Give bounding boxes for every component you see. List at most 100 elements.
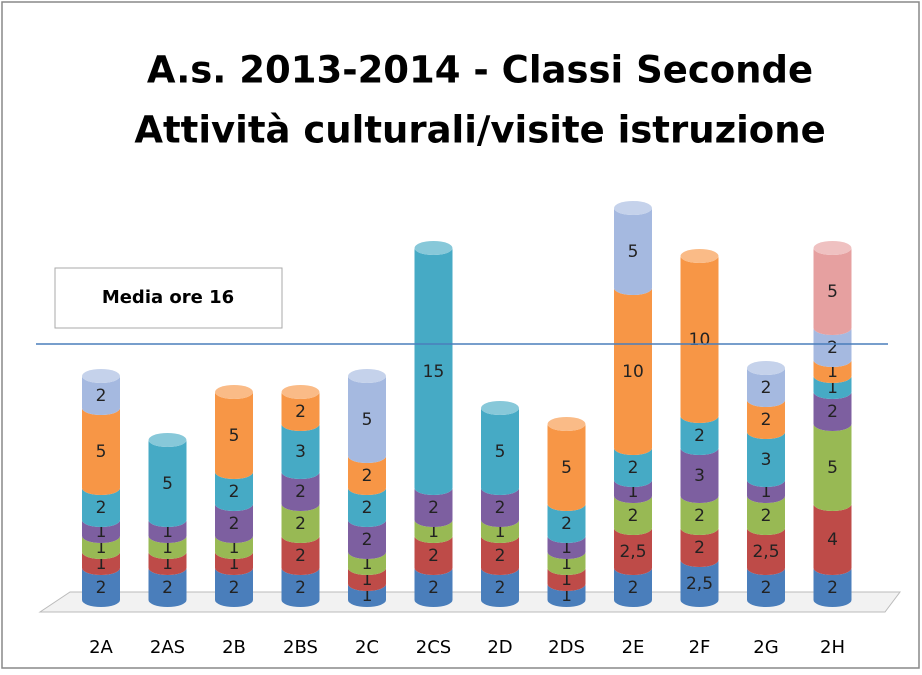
bar-segment xyxy=(547,536,586,559)
bar-segment xyxy=(614,528,652,575)
bar-segment xyxy=(614,288,652,455)
data-label: 1 xyxy=(561,554,572,574)
data-label: 2 xyxy=(96,578,107,598)
bar-segment xyxy=(148,536,187,559)
data-label: 5 xyxy=(561,458,572,478)
data-label: 1 xyxy=(229,554,240,574)
bar-segment xyxy=(82,552,120,575)
bar-cap xyxy=(281,385,320,399)
x-tick-label: 2CS xyxy=(416,637,451,658)
bar-segment xyxy=(813,328,852,367)
data-label: 2 xyxy=(295,402,306,422)
bar-segment xyxy=(414,520,453,544)
bar-segment xyxy=(215,504,253,543)
bar-segment xyxy=(813,360,852,383)
data-label: 5 xyxy=(827,458,838,478)
bars: 2111252211152112252222321112225221215221… xyxy=(82,201,852,607)
bar-segment xyxy=(747,368,785,407)
data-label: 2 xyxy=(295,546,306,566)
bar-segment xyxy=(680,256,719,423)
x-tick-label: 2E xyxy=(622,637,645,658)
data-label: 2 xyxy=(827,578,838,598)
data-label: 5 xyxy=(229,426,240,446)
data-label: 1 xyxy=(96,538,107,558)
bar-segment xyxy=(348,488,386,527)
data-label: 5 xyxy=(96,442,107,462)
x-tick-label: 2F xyxy=(689,637,711,658)
data-label: 2 xyxy=(827,338,838,358)
data-label: 2 xyxy=(295,482,306,502)
bar-segment xyxy=(481,568,519,607)
bar-segment xyxy=(614,568,652,607)
bar-segment xyxy=(348,552,386,575)
x-tick-label: 2A xyxy=(89,637,113,658)
x-tick-label: 2H xyxy=(820,637,845,658)
bar-segment xyxy=(148,568,187,607)
data-label: 2 xyxy=(694,538,705,558)
x-tick-label: 2B xyxy=(222,637,246,658)
bar-cap xyxy=(82,369,120,383)
data-label: 1 xyxy=(495,522,506,542)
data-label: 2 xyxy=(761,506,772,526)
bar-segment xyxy=(813,376,852,400)
bar-segment xyxy=(813,504,852,575)
data-label: 1 xyxy=(362,554,373,574)
bar-segment xyxy=(281,472,320,511)
data-label: 2 xyxy=(495,498,506,518)
data-label: 2 xyxy=(229,482,240,502)
data-label: 2 xyxy=(162,578,173,598)
data-label: 1 xyxy=(561,586,572,606)
data-label: 2 xyxy=(362,466,373,486)
bar-segment xyxy=(747,528,785,575)
data-label: 1 xyxy=(96,554,107,574)
bar-segment xyxy=(348,584,386,607)
data-label: 1 xyxy=(162,538,173,558)
bar-cap xyxy=(215,385,253,399)
data-label: 2 xyxy=(96,498,107,518)
data-label: 1 xyxy=(761,482,772,502)
data-label: 2 xyxy=(229,514,240,534)
data-label: 2 xyxy=(295,578,306,598)
bar-segment xyxy=(680,496,719,535)
data-label: 1 xyxy=(229,538,240,558)
data-label: 1 xyxy=(561,570,572,590)
bar-segment xyxy=(481,536,519,575)
data-label: 2,5 xyxy=(752,542,779,562)
data-label: 1 xyxy=(96,522,107,542)
bar-cap xyxy=(680,249,719,263)
bar-segment xyxy=(281,536,320,575)
bar-segment xyxy=(680,416,719,455)
data-label: 1 xyxy=(827,378,838,398)
bar-cap xyxy=(481,401,519,415)
bar-segment xyxy=(813,424,852,511)
bar-segment xyxy=(348,568,386,591)
data-label: 2 xyxy=(694,506,705,526)
x-tick-label: 2C xyxy=(355,637,379,658)
annotation-box xyxy=(54,267,283,329)
data-label: 1 xyxy=(162,554,173,574)
bar-segment xyxy=(481,488,519,527)
data-label: 15 xyxy=(423,362,445,382)
data-label: 5 xyxy=(628,242,639,262)
data-label: 1 xyxy=(362,586,373,606)
data-label: 2 xyxy=(628,506,639,526)
data-label: 1 xyxy=(827,362,838,382)
data-label: 2,5 xyxy=(619,542,646,562)
bar-cap xyxy=(614,201,652,215)
data-label: 2 xyxy=(827,402,838,422)
bar-segment xyxy=(547,568,586,591)
chart-title: A.s. 2013-2014 - Classi Seconde xyxy=(147,49,813,92)
data-label: 2 xyxy=(628,458,639,478)
bar-segment xyxy=(547,584,586,607)
bar-segment xyxy=(813,392,852,431)
data-label: 2 xyxy=(495,546,506,566)
bar-segment xyxy=(547,552,586,575)
bar-cap xyxy=(414,241,453,255)
bar-cap xyxy=(547,417,586,431)
bar-segment xyxy=(614,208,652,295)
bar-cap xyxy=(747,361,785,375)
bar-segment xyxy=(481,520,519,543)
bar-segment xyxy=(414,248,453,495)
data-label: 2 xyxy=(428,578,439,598)
